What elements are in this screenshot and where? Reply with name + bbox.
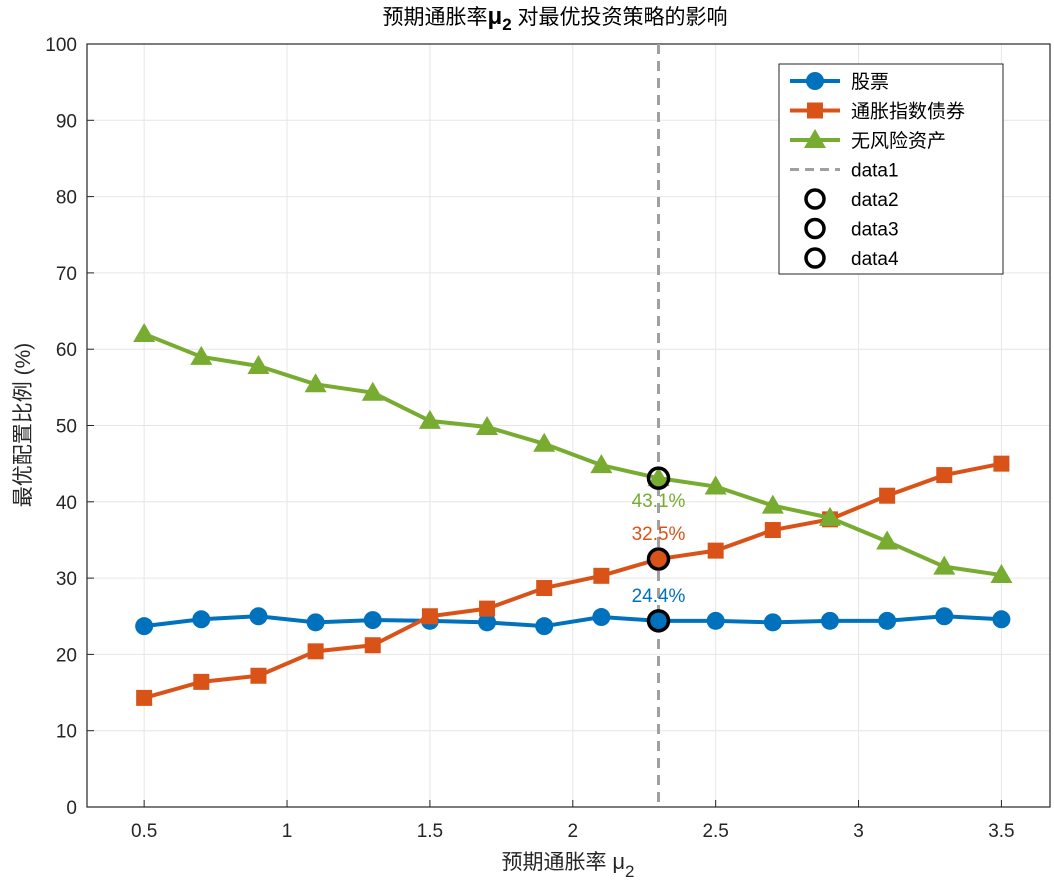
circle-marker	[535, 617, 554, 636]
square-marker	[764, 522, 781, 539]
highlights-layer: 24.4% 32.5% 43.1%	[632, 466, 686, 633]
axes: 0.5 1 1.5 2 2.5 3 3.5 0 10 20 30 40 50 60 70 80 90 100	[45, 35, 1051, 842]
y-tick-label: 70	[56, 264, 77, 285]
highlight-point	[646, 547, 671, 571]
y-tick-label: 100	[45, 35, 77, 56]
circle-marker	[878, 611, 897, 630]
square-marker	[193, 673, 210, 690]
x-axis-label: 预期通胀率 μ2	[502, 849, 635, 881]
x-tick-label: 2.5	[702, 821, 728, 842]
y-tick-label: 0	[66, 798, 77, 819]
circle-marker	[820, 611, 839, 630]
legend-circle-marker	[804, 217, 826, 240]
x-tick-label: 3.5	[988, 821, 1014, 842]
circle-marker	[192, 610, 211, 629]
triangle-marker	[533, 432, 556, 452]
triangle-marker	[133, 322, 156, 342]
circle-marker	[135, 617, 154, 636]
circle-marker	[363, 611, 382, 630]
circle-marker	[935, 607, 954, 626]
triangle-marker	[361, 381, 384, 401]
triangle-marker	[590, 454, 613, 474]
square-marker	[879, 487, 896, 504]
square-marker	[593, 567, 610, 584]
chart-title: 预期通胀率μ2 对最优投资策略的影响	[383, 3, 728, 34]
legend-label: 股票	[851, 72, 889, 93]
series-2	[133, 322, 1013, 584]
square-marker	[707, 542, 724, 559]
square-marker	[136, 689, 153, 706]
series-line	[143, 614, 1002, 629]
square-marker	[479, 600, 496, 617]
circle-marker	[649, 611, 668, 630]
circle-marker	[706, 611, 725, 630]
plot-frame	[86, 43, 1051, 808]
triangle-marker	[247, 354, 270, 374]
series-0	[135, 607, 1011, 636]
data-label: 43.1%	[632, 491, 686, 512]
y-tick-label: 20	[56, 645, 77, 666]
circle-marker	[592, 608, 611, 627]
y-tick-label: 10	[56, 722, 77, 743]
y-axis-label: 最优配置比例 (%)	[12, 343, 35, 508]
series-line	[143, 461, 1002, 700]
circle-marker	[763, 613, 782, 632]
triangle-marker	[818, 506, 841, 526]
square-marker	[307, 643, 324, 660]
triangle-marker	[304, 373, 327, 393]
legend-label: 无风险资产	[851, 130, 946, 152]
data-label: 24.4%	[632, 586, 686, 607]
y-tick-label: 60	[56, 340, 77, 361]
triangle-marker	[647, 467, 670, 487]
x-tick-label: 1.5	[417, 821, 443, 842]
x-tick-label: 3	[853, 821, 864, 842]
circle-marker	[249, 607, 268, 626]
legend-label: data4	[851, 249, 899, 270]
circle-marker	[306, 613, 325, 632]
series-1	[136, 455, 1010, 706]
square-marker	[650, 551, 667, 568]
y-tick-label: 50	[56, 417, 77, 438]
x-tick-label: 1	[282, 821, 293, 842]
highlight-point	[646, 466, 671, 490]
square-marker	[250, 667, 267, 684]
legend-circle-marker	[804, 188, 826, 210]
triangle-marker	[476, 416, 499, 436]
y-tick-label: 80	[56, 188, 77, 209]
triangle-marker	[804, 129, 826, 148]
series-line	[143, 332, 1002, 578]
square-marker	[936, 467, 953, 484]
triangle-marker	[704, 475, 727, 495]
circle-marker	[992, 610, 1011, 629]
triangle-marker	[761, 494, 784, 514]
highlight-point	[646, 609, 671, 633]
legend-label: 通胀指数债券	[851, 101, 965, 123]
legend-label: data2	[851, 190, 899, 211]
triangle-marker	[933, 555, 956, 575]
y-tick-label: 90	[56, 111, 77, 132]
square-marker	[364, 637, 381, 654]
y-tick-label: 30	[56, 569, 77, 590]
triangle-marker	[190, 345, 213, 365]
x-tick-label: 2	[567, 821, 578, 842]
triangle-marker	[876, 530, 899, 550]
circle-marker	[478, 613, 497, 632]
legend-label: data3	[851, 220, 899, 241]
y-tick-label: 40	[56, 493, 77, 514]
data-label: 32.5%	[632, 524, 686, 545]
circle-marker	[806, 72, 824, 90]
square-marker	[993, 455, 1010, 472]
square-marker	[421, 608, 438, 625]
triangle-marker	[418, 409, 441, 429]
series-layer	[133, 44, 1013, 807]
x-tick-label: 0.5	[131, 821, 157, 842]
legend-circle-marker	[804, 247, 826, 269]
square-marker	[807, 102, 823, 119]
triangle-marker	[990, 564, 1013, 584]
legend-label: data1	[851, 161, 899, 182]
square-marker	[536, 580, 553, 597]
